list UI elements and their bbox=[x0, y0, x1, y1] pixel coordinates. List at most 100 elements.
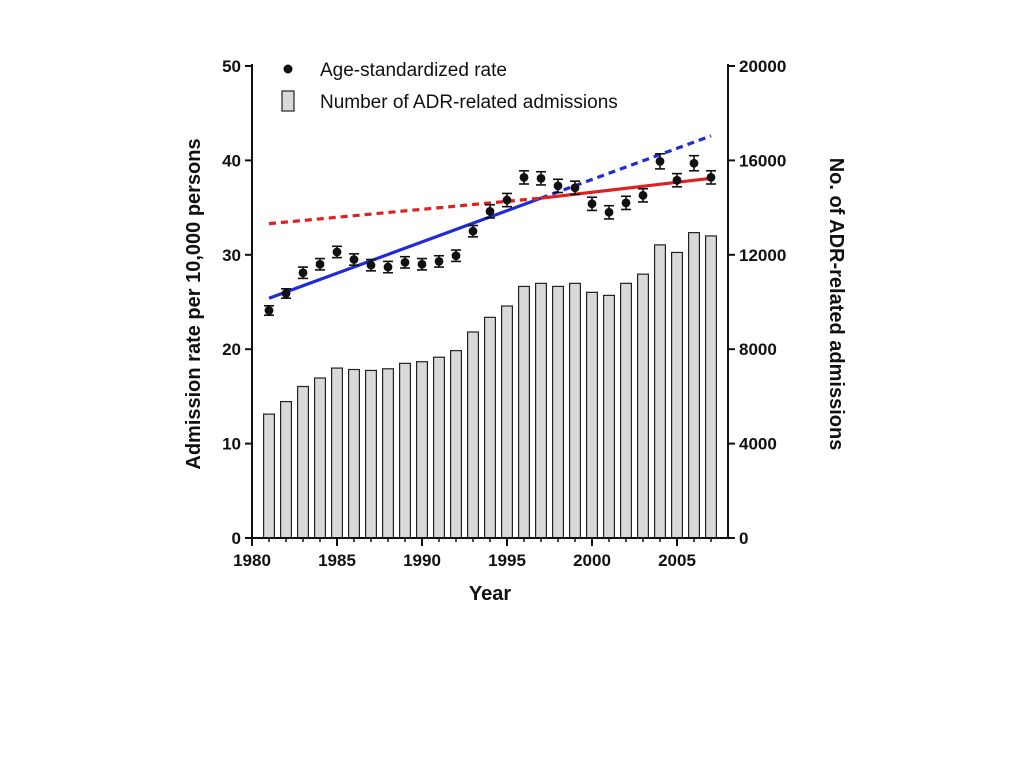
rate-point-group-1985 bbox=[332, 245, 342, 259]
axes bbox=[245, 64, 735, 546]
legend: Age-standardized rate Number of ADR-rela… bbox=[281, 60, 618, 113]
rate-point-group-1982 bbox=[281, 287, 291, 300]
bar-2005 bbox=[670, 251, 683, 539]
rate-point-group-1990 bbox=[417, 257, 427, 271]
rate-point-1988 bbox=[383, 262, 393, 272]
rate-point-group-2007 bbox=[706, 169, 716, 185]
rate-point-group-1983 bbox=[298, 266, 308, 280]
rate-point-group-1995 bbox=[502, 192, 512, 208]
bar-1997 bbox=[534, 282, 547, 539]
rate-point-group-1997 bbox=[536, 170, 546, 186]
rate-point-group-1988 bbox=[383, 260, 393, 274]
left-tick-label-50: 50 bbox=[222, 57, 241, 76]
bar-1985 bbox=[331, 367, 344, 539]
rate-point-1996 bbox=[519, 172, 529, 182]
bar-2003 bbox=[636, 273, 649, 539]
left-tick-label-10: 10 bbox=[222, 435, 241, 454]
rate-point-2007 bbox=[706, 172, 716, 182]
rate-point-1982 bbox=[281, 289, 291, 298]
rate-point-group-1981 bbox=[264, 304, 274, 317]
rate-point-group-1989 bbox=[400, 255, 410, 269]
rate-point-group-2006 bbox=[689, 154, 699, 172]
bar-1986 bbox=[348, 368, 361, 539]
x-tick-label-2000: 2000 bbox=[573, 551, 611, 570]
legend-label-rate: Age-standardized rate bbox=[320, 60, 507, 81]
rate-point-1986 bbox=[349, 255, 359, 264]
legend-bar-swatch bbox=[281, 90, 295, 112]
rate-point-1997 bbox=[536, 173, 546, 183]
rate-point-1990 bbox=[417, 259, 427, 269]
bar-1996 bbox=[517, 285, 530, 539]
tick-labels: 0 10 20 30 40 50 0 4000 8000 12000 16000 20000 1980 1… bbox=[222, 57, 786, 570]
rate-point-1991 bbox=[434, 257, 444, 266]
trend-line-1 bbox=[268, 196, 542, 300]
bar-1999 bbox=[568, 282, 581, 539]
rate-point-group-2004 bbox=[655, 152, 665, 170]
bar-2000 bbox=[585, 291, 598, 539]
right-y-axis-title: No. of ADR-related admissions bbox=[825, 158, 847, 451]
bar-1984 bbox=[314, 377, 327, 539]
bar-2007 bbox=[704, 235, 717, 539]
legend-dot-marker bbox=[283, 64, 293, 74]
rate-point-group-1991 bbox=[434, 254, 444, 268]
x-tick-label-1980: 1980 bbox=[233, 551, 271, 570]
rate-point-group-1993 bbox=[468, 224, 478, 238]
bar-1981 bbox=[263, 413, 276, 539]
rate-point-1995 bbox=[502, 195, 512, 205]
rate-point-1998 bbox=[553, 181, 563, 191]
bar-1990 bbox=[416, 361, 429, 539]
x-tick-label-1990: 1990 bbox=[403, 551, 441, 570]
bar-1987 bbox=[365, 369, 378, 539]
rate-point-2003 bbox=[638, 190, 648, 200]
rate-point-1994 bbox=[485, 206, 495, 216]
rate-point-group-1999 bbox=[570, 180, 580, 196]
rate-point-1993 bbox=[468, 226, 478, 236]
legend-label-admissions: Number of ADR-related admissions bbox=[320, 92, 618, 113]
right-tick-label-12000: 12000 bbox=[739, 246, 786, 265]
bar-series bbox=[263, 232, 717, 539]
rate-point-1983 bbox=[298, 268, 308, 278]
rate-point-group-1998 bbox=[553, 178, 563, 194]
rate-point-group-1986 bbox=[349, 253, 359, 266]
bar-1988 bbox=[382, 368, 395, 539]
rate-point-group-2002 bbox=[621, 195, 631, 211]
right-tick-label-0: 0 bbox=[739, 529, 748, 548]
left-tick-label-20: 20 bbox=[222, 340, 241, 359]
bar-1995 bbox=[501, 305, 514, 539]
bar-1982 bbox=[280, 400, 293, 539]
rate-point-1999 bbox=[570, 183, 580, 193]
rate-point-group-2001 bbox=[604, 204, 614, 220]
rate-point-group-1992 bbox=[451, 249, 461, 263]
rate-point-1984 bbox=[315, 259, 325, 269]
trend-lines bbox=[268, 134, 712, 300]
trend-line-3 bbox=[268, 196, 542, 226]
right-tick-label-8000: 8000 bbox=[739, 340, 777, 359]
left-tick-label-40: 40 bbox=[222, 151, 241, 170]
rate-point-1987 bbox=[366, 260, 376, 270]
bar-2001 bbox=[602, 294, 615, 539]
right-tick-label-4000: 4000 bbox=[739, 435, 777, 454]
bar-1994 bbox=[484, 316, 497, 539]
trend-line-4 bbox=[540, 176, 712, 200]
rate-point-2000 bbox=[587, 199, 597, 209]
rate-point-group-1987 bbox=[366, 258, 376, 272]
bar-1983 bbox=[297, 385, 310, 539]
bar-2006 bbox=[687, 232, 700, 539]
rate-point-1981 bbox=[264, 306, 274, 315]
left-y-axis-title: Admission rate per 10,000 persons bbox=[183, 138, 205, 469]
bar-1993 bbox=[467, 331, 480, 539]
bar-1998 bbox=[551, 285, 564, 539]
x-tick-label-1995: 1995 bbox=[488, 551, 526, 570]
rate-point-1989 bbox=[400, 257, 410, 267]
rate-point-group-2005 bbox=[672, 172, 682, 188]
bar-1989 bbox=[399, 362, 412, 539]
right-tick-label-16000: 16000 bbox=[739, 151, 786, 170]
rate-point-2001 bbox=[604, 207, 614, 217]
x-axis-title: Year bbox=[469, 583, 511, 605]
left-tick-label-0: 0 bbox=[232, 529, 241, 548]
trend-line-2 bbox=[540, 134, 712, 200]
rate-point-2005 bbox=[672, 175, 682, 185]
rate-point-group-2000 bbox=[587, 196, 597, 212]
bar-2002 bbox=[619, 282, 632, 539]
